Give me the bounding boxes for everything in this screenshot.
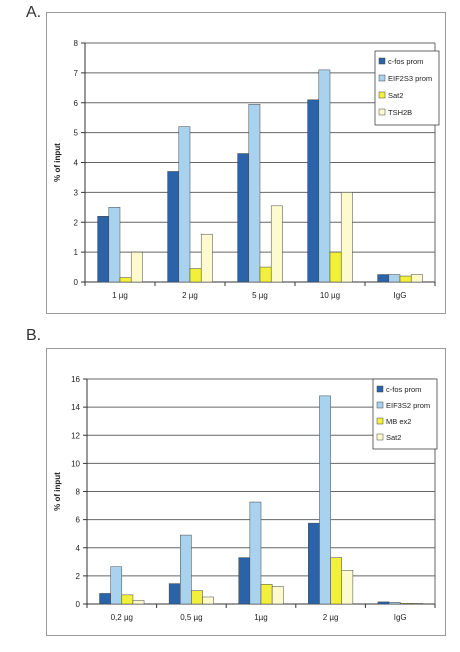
x-tick-label: 2 µg [182, 291, 198, 300]
x-tick-label: 2 µg [323, 613, 339, 622]
legend-swatch [378, 91, 386, 99]
legend-swatch [378, 57, 386, 65]
bar [399, 275, 412, 283]
legend-box [374, 50, 440, 126]
legend-label: MB ex2 [386, 417, 411, 426]
bar [110, 566, 123, 605]
bar [340, 192, 353, 283]
x-tick-label: 5 µg [252, 291, 268, 300]
bar [319, 395, 331, 605]
y-tick-label: 0 [76, 600, 81, 609]
y-tick-label: 10 [71, 459, 80, 468]
bar [167, 171, 180, 283]
y-tick-label: 2 [74, 218, 79, 227]
bar [318, 69, 331, 283]
bar [260, 584, 273, 605]
legend-swatch [378, 108, 386, 116]
y-tick-label: 8 [76, 488, 81, 497]
x-tick-label: IgG [394, 613, 407, 622]
y-tick-label: 2 [76, 572, 81, 581]
bar [330, 557, 342, 605]
y-tick-label: 12 [71, 431, 80, 440]
bar [329, 251, 342, 283]
y-tick-label: 4 [76, 544, 81, 553]
bar [202, 596, 214, 605]
bar [238, 557, 251, 605]
x-tick-label: 1 µg [112, 291, 128, 300]
bar-chart-a: 0 1 2 3 4 5 6 7 8 % of input 1 µg 2 µg 5 µg 10 µg IgG c… [53, 39, 440, 300]
legend-label: Sat2 [386, 433, 401, 442]
legend-swatch [376, 417, 384, 425]
chart-panel-b: 0 2 4 6 8 10 12 14 16 % of input 0,2 µg 0,5 µg 1µg 2 … [46, 348, 446, 636]
legend-swatch [376, 385, 384, 393]
y-tick-label: 14 [71, 403, 80, 412]
bar [388, 602, 401, 605]
bar [307, 99, 320, 283]
legend-label: Sat2 [388, 91, 403, 100]
bar [411, 603, 423, 605]
panel-label-b: B. [26, 327, 42, 344]
bar [341, 570, 354, 605]
legend-label: c-fos prom [388, 57, 423, 66]
bar [119, 277, 132, 283]
legend-swatch [378, 74, 386, 82]
x-tick-label: 0,5 µg [180, 613, 202, 622]
chart-panel-a: 0 1 2 3 4 5 6 7 8 % of input 1 µg 2 µg 5 µg 10 µg IgG c… [46, 12, 446, 314]
bar [248, 103, 261, 283]
bar [270, 205, 283, 283]
panel-label-a: A. [26, 4, 42, 21]
bar-chart-b: 0 2 4 6 8 10 12 14 16 % of input 0,2 µg 0,5 µg 1µg 2 … [53, 375, 438, 622]
bar [259, 266, 272, 283]
bar [132, 600, 145, 605]
bar [377, 601, 390, 605]
y-tick-label: 6 [74, 99, 79, 108]
bar [249, 501, 262, 605]
y-tick-label: 3 [74, 188, 79, 197]
y-tick-label: 5 [74, 129, 79, 138]
bar [189, 268, 202, 283]
y-tick-label: 8 [74, 39, 79, 48]
y-tick-label: 0 [74, 278, 79, 287]
bar [130, 251, 143, 283]
bar [191, 590, 203, 605]
bar [97, 216, 110, 283]
bar [388, 274, 401, 283]
x-tick-label: 1µg [254, 613, 268, 622]
y-tick-label: 6 [76, 516, 81, 525]
x-tick-label: 10 µg [320, 291, 340, 300]
bar [180, 534, 192, 605]
legend-swatch [376, 401, 384, 409]
bar [237, 153, 250, 283]
y-axis-label: % of input [53, 143, 62, 182]
legend-label: EIF2S3 prom [388, 74, 432, 83]
bar [178, 126, 191, 283]
bar [271, 586, 284, 605]
y-axis-label: % of input [53, 472, 62, 511]
bar [410, 274, 423, 283]
legend-label: c-fos prom [386, 385, 421, 394]
legend-box [372, 378, 438, 450]
legend-label: TSH2B [388, 108, 412, 117]
x-tick-label: 0,2 µg [111, 613, 133, 622]
legend-label: EIF3S2 prom [386, 401, 430, 410]
bar [377, 274, 390, 283]
bar [121, 594, 134, 605]
y-tick-label: 7 [74, 69, 79, 78]
x-tick-label: IgG [394, 291, 407, 300]
bar [99, 593, 111, 605]
bar [168, 583, 181, 605]
y-tick-label: 4 [74, 159, 79, 168]
bar [200, 233, 213, 283]
bar [308, 522, 320, 605]
y-tick-label: 1 [74, 248, 79, 257]
bar [108, 207, 121, 283]
y-tick-label: 16 [71, 375, 80, 384]
legend-swatch [376, 433, 384, 441]
bar [399, 603, 412, 605]
